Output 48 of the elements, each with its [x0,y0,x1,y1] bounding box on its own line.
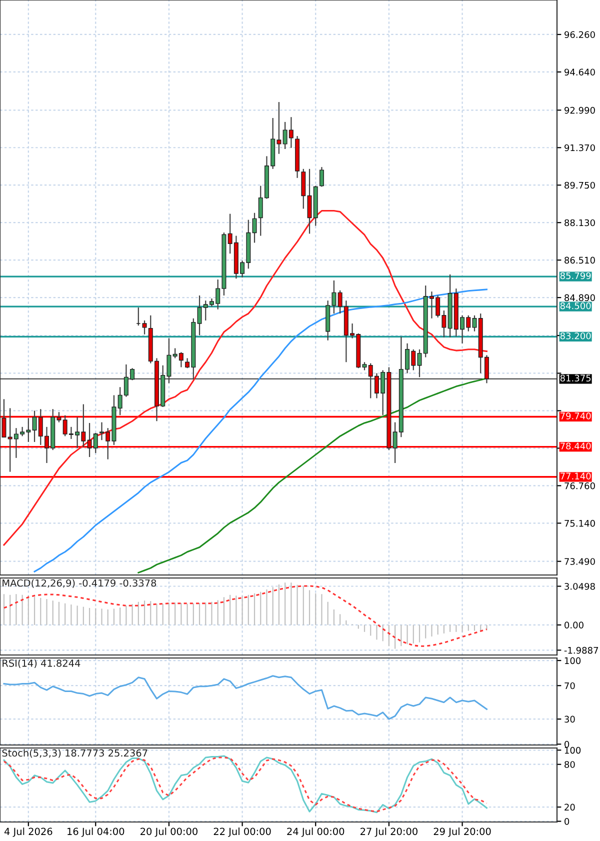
y-tick-label: 0.00 [564,622,584,628]
y-tick-label: 75.140 [564,520,595,527]
y-tick-label: 76.760 [564,482,595,490]
y-tick-label: 100 [564,746,581,754]
y-tick-label: 20 [564,804,575,811]
candlestick [142,320,147,335]
y-tick-label: 89.750 [564,182,595,189]
y-tick-label: 92.990 [564,106,595,114]
chart-title: Stoch(5,3,3) 18.7773 25.2367 [2,749,148,758]
y-tick-label: -1.9887 [564,646,598,654]
y-tick-label: 30 [564,716,575,723]
y-tick-label: 73.490 [564,558,595,565]
x-tick-label: 22 Jul 00:00 [214,828,271,837]
candlestick [301,168,306,210]
line-series [34,288,488,572]
ref-line-label: 79.740 [560,412,591,420]
y-tick-label: 86.510 [564,256,595,264]
y-tick-label: 88.130 [564,219,595,226]
y-tick-label: 70 [564,682,575,690]
y-tick-label: 80 [564,761,575,768]
y-tick-label: 84.890 [564,294,595,302]
candlestick [252,212,257,244]
y-tick-label: 0 [564,818,570,825]
chart-title: RSI(14) 41.8244 [2,659,80,668]
line-series [3,210,488,546]
ref-line-label: 85.799 [560,272,591,280]
candlestick [319,166,324,188]
candlestick [2,398,6,438]
ref-line-label: 83.200 [560,332,591,340]
x-tick-label: 29 Jul 20:00 [434,828,491,837]
y-tick-label: 3.0498 [564,582,595,590]
ref-line-label: 77.140 [560,472,591,480]
ref-line-label: 84.500 [560,302,591,310]
ref-line-label: 81.375 [560,374,591,382]
ref-line-label: 78.440 [560,442,591,450]
candlestick [472,314,477,332]
line-series [3,675,488,720]
y-tick-label: 91.370 [564,144,595,152]
x-tick-label: 27 Jul 20:00 [360,828,418,837]
y-tick-label: 0 [564,740,570,748]
x-tick-label: 20 Jul 00:00 [140,828,198,837]
chart-title: MACD(12,26,9) -0.4179 -0.3378 [2,579,156,588]
x-tick-label: 24 Jul 00:00 [287,828,344,837]
x-tick-label: 4 Jul 2026 [4,828,52,837]
y-tick-label: 100 [564,657,581,664]
x-tick-label: 16 Jul 04:00 [68,828,124,837]
y-tick-label: 96.260 [564,31,595,38]
y-tick-label: 94.640 [564,68,595,76]
